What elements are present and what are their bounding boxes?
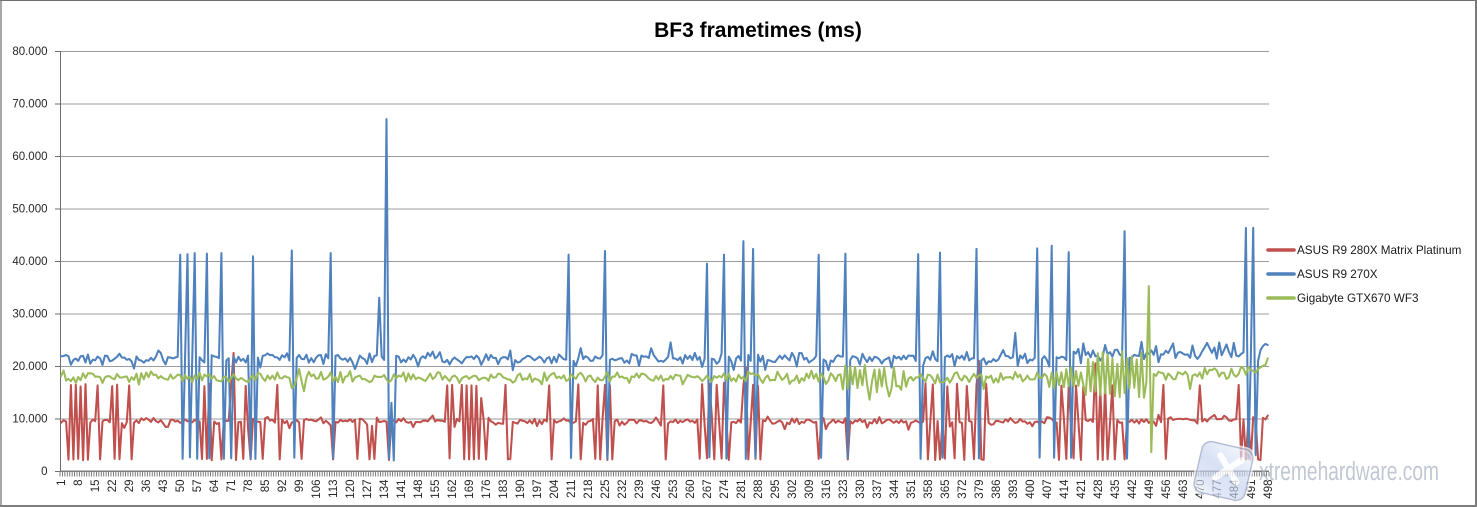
svg-text:407: 407 (1042, 480, 1054, 499)
svg-text:204: 204 (549, 479, 561, 499)
svg-text:211: 211 (566, 480, 578, 498)
svg-text:197: 197 (532, 480, 544, 499)
svg-text:0: 0 (41, 466, 47, 478)
svg-text:22: 22 (107, 480, 119, 493)
svg-text:8: 8 (73, 480, 85, 486)
svg-text:78: 78 (243, 480, 255, 493)
svg-text:36: 36 (141, 480, 153, 493)
svg-text:323: 323 (838, 480, 850, 499)
svg-text:190: 190 (515, 480, 527, 499)
svg-text:337: 337 (872, 480, 884, 499)
svg-text:295: 295 (770, 480, 782, 499)
svg-text:498: 498 (1263, 480, 1275, 499)
svg-text:225: 225 (600, 480, 612, 499)
svg-text:71: 71 (226, 480, 238, 493)
svg-text:183: 183 (498, 479, 510, 498)
svg-text:176: 176 (481, 480, 493, 499)
svg-text:309: 309 (804, 480, 816, 499)
svg-text:456: 456 (1161, 480, 1173, 499)
svg-text:70.000: 70.000 (12, 99, 47, 111)
svg-text:351: 351 (906, 480, 918, 499)
svg-text:141: 141 (396, 480, 408, 499)
svg-text:379: 379 (974, 480, 986, 499)
svg-text:239: 239 (634, 480, 646, 499)
svg-text:169: 169 (464, 480, 476, 499)
svg-text:1: 1 (56, 480, 68, 486)
svg-text:ASUS R9 280X Matrix Platinum: ASUS R9 280X Matrix Platinum (1297, 244, 1461, 257)
svg-text:15: 15 (90, 480, 102, 493)
svg-text:246: 246 (651, 480, 663, 499)
svg-text:148: 148 (413, 480, 425, 499)
svg-text:43: 43 (158, 480, 170, 493)
svg-text:Gigabyte GTX670 WF3: Gigabyte GTX670 WF3 (1297, 292, 1418, 305)
svg-text:372: 372 (957, 480, 969, 499)
svg-text:274: 274 (719, 479, 731, 499)
svg-text:57: 57 (192, 480, 204, 493)
svg-text:60.000: 60.000 (12, 151, 47, 163)
svg-text:10.000: 10.000 (12, 414, 47, 426)
svg-text:302: 302 (787, 480, 799, 499)
svg-text:281: 281 (736, 480, 748, 499)
svg-text:85: 85 (260, 480, 272, 493)
svg-text:400: 400 (1025, 480, 1037, 499)
svg-text:414: 414 (1059, 479, 1071, 499)
svg-text:99: 99 (294, 480, 306, 493)
svg-text:113: 113 (328, 480, 340, 498)
svg-text:288: 288 (753, 480, 765, 499)
svg-text:428: 428 (1093, 480, 1105, 499)
svg-text:260: 260 (685, 480, 697, 499)
svg-text:358: 358 (923, 480, 935, 499)
svg-text:393: 393 (1008, 480, 1020, 499)
svg-text:365: 365 (940, 480, 952, 499)
svg-text:50: 50 (175, 480, 187, 493)
svg-text:435: 435 (1110, 480, 1122, 499)
svg-text:330: 330 (855, 480, 867, 499)
svg-text:92: 92 (277, 480, 289, 493)
svg-text:463: 463 (1178, 480, 1190, 499)
svg-text:253: 253 (668, 480, 680, 499)
svg-text:50.000: 50.000 (12, 204, 47, 216)
svg-text:386: 386 (991, 480, 1003, 499)
svg-text:30.000: 30.000 (12, 309, 47, 321)
svg-text:40.000: 40.000 (12, 256, 47, 268)
svg-text:127: 127 (362, 480, 374, 499)
svg-text:106: 106 (311, 480, 323, 499)
svg-text:134: 134 (379, 479, 391, 499)
svg-text:ASUS R9 270X: ASUS R9 270X (1297, 268, 1378, 281)
svg-text:316: 316 (821, 480, 833, 499)
svg-text:421: 421 (1076, 480, 1088, 499)
svg-text:120: 120 (345, 480, 357, 499)
svg-text:64: 64 (209, 479, 221, 492)
svg-text:20.000: 20.000 (12, 361, 47, 373)
svg-text:344: 344 (889, 479, 901, 499)
svg-text:29: 29 (124, 480, 136, 493)
svg-text:267: 267 (702, 480, 714, 499)
svg-text:162: 162 (447, 480, 459, 499)
svg-text:xtremehardware.com: xtremehardware.com (1259, 458, 1439, 486)
svg-text:BF3 frametimes (ms): BF3 frametimes (ms) (654, 19, 862, 42)
svg-text:449: 449 (1144, 480, 1156, 499)
svg-text:232: 232 (617, 480, 629, 499)
svg-text:80.000: 80.000 (12, 46, 47, 58)
svg-text:155: 155 (430, 480, 442, 499)
svg-text:442: 442 (1127, 480, 1139, 499)
svg-text:218: 218 (583, 480, 595, 499)
